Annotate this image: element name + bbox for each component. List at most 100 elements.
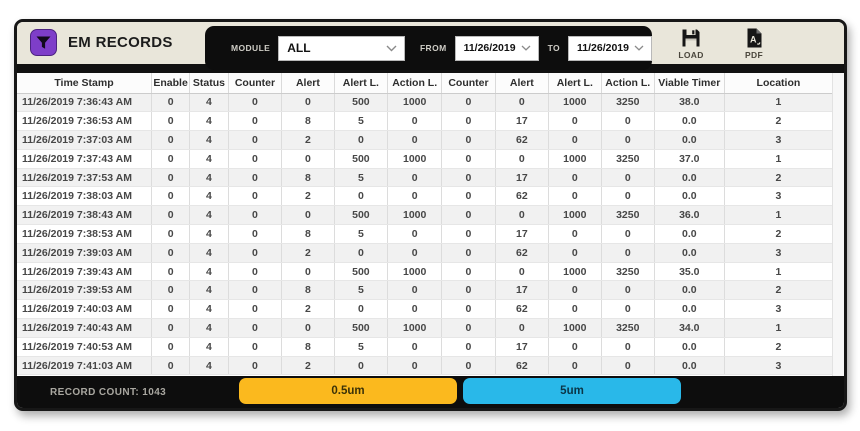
load-button-label: LOAD — [678, 50, 704, 60]
cell-value: 0 — [548, 356, 602, 376]
pdf-icon: A — [747, 28, 762, 48]
cell-value: 5 — [334, 224, 389, 244]
table-row[interactable]: 11/26/2019 7:40:53 AM 0 4 0 8 5 0 0 17 0 0 0.0 2 — [17, 337, 832, 357]
pdf-button-label: PDF — [745, 50, 763, 60]
cell-value: 2 — [724, 280, 832, 301]
cell-value: 62 — [495, 243, 549, 263]
cell-value: 0 — [441, 224, 496, 244]
cell-value: 1 — [724, 262, 832, 282]
cell-value: 0 — [548, 299, 602, 320]
cell-value: 2 — [281, 130, 335, 150]
record-count: RECORD COUNT: 1043 — [50, 386, 167, 398]
to-date-picker[interactable]: 11/26/2019 — [568, 35, 652, 61]
cell-value: 0 — [387, 337, 443, 357]
pdf-button[interactable]: A PDF — [733, 27, 775, 60]
cell-value: 38.0 — [654, 93, 725, 113]
page-title: EM RECORDS — [68, 34, 173, 51]
load-button[interactable]: LOAD — [670, 27, 712, 60]
cell-value: 17 — [495, 111, 549, 132]
cell-value: 0 — [281, 318, 335, 338]
records-table: Time Stamp Enable Status Counter Alert Alert … — [17, 73, 832, 376]
table-row[interactable]: 11/26/2019 7:38:53 AM 0 4 0 8 5 0 0 17 0 0 0.0 2 — [17, 224, 832, 244]
cell-value: 17 — [495, 168, 549, 188]
table-row[interactable]: 11/26/2019 7:36:43 AM 0 4 0 0 500 1000 0 0 1000 32… — [17, 93, 832, 113]
cell-value: 1 — [724, 149, 832, 169]
cell-value: 0 — [151, 205, 191, 226]
cell-value: 500 — [334, 93, 389, 113]
cell-value: 0 — [441, 130, 496, 150]
cell-value: 4 — [189, 356, 229, 376]
cell-value: 0 — [151, 224, 191, 244]
cell-value: 5 — [334, 337, 389, 357]
cell-value: 2 — [281, 243, 335, 263]
em-records-window: EM RECORDS MODULE ALL FROM 11/26/2019 TO… — [14, 19, 847, 411]
cell-value: 0 — [151, 318, 191, 338]
cell-value: 0 — [495, 205, 549, 226]
table-row[interactable]: 11/26/2019 7:39:43 AM 0 4 0 0 500 1000 0 0 1000 32… — [17, 262, 832, 282]
cell-value: 62 — [495, 356, 549, 376]
cell-timestamp: 11/26/2019 7:38:03 AM — [17, 186, 152, 207]
table-row[interactable]: 11/26/2019 7:40:43 AM 0 4 0 0 500 1000 0 0 1000 32… — [17, 318, 832, 338]
cell-value: 4 — [189, 224, 229, 244]
header-bar: EM RECORDS MODULE ALL FROM 11/26/2019 TO… — [17, 22, 844, 70]
table-row[interactable]: 11/26/2019 7:37:43 AM 0 4 0 0 500 1000 0 0 1000 32… — [17, 149, 832, 169]
cell-value: 2 — [281, 356, 335, 376]
cell-timestamp: 11/26/2019 7:39:53 AM — [17, 280, 152, 301]
cell-value: 0 — [441, 356, 496, 376]
table-row[interactable]: 11/26/2019 7:36:53 AM 0 4 0 8 5 0 0 17 0 0 0.0 2 — [17, 111, 832, 132]
cell-value: 0 — [151, 356, 191, 376]
cell-value: 0 — [548, 186, 602, 207]
cell-value: 0 — [228, 111, 283, 132]
cell-value: 3250 — [601, 262, 655, 282]
cell-value: 1000 — [387, 93, 443, 113]
cell-value: 0 — [441, 111, 496, 132]
cell-value: 1000 — [548, 318, 602, 338]
cell-value: 34.0 — [654, 318, 725, 338]
particle-tabs: 0.5um 5um — [239, 378, 681, 404]
module-select[interactable]: ALL — [278, 35, 405, 61]
chevron-down-icon — [634, 45, 644, 51]
chevron-down-icon — [521, 45, 531, 51]
column-header: Counter — [441, 73, 496, 94]
cell-value: 0 — [601, 243, 655, 263]
cell-value: 0 — [228, 299, 283, 320]
cell-value: 0.0 — [654, 337, 725, 357]
table-row[interactable]: 11/26/2019 7:38:43 AM 0 4 0 0 500 1000 0 0 1000 32… — [17, 205, 832, 226]
cell-value: 0.0 — [654, 111, 725, 132]
table-row[interactable]: 11/26/2019 7:37:53 AM 0 4 0 8 5 0 0 17 0 0 0.0 2 — [17, 168, 832, 188]
table-row[interactable]: 11/26/2019 7:39:53 AM 0 4 0 8 5 0 0 17 0 0 0.0 2 — [17, 280, 832, 301]
cell-value: 1 — [724, 318, 832, 338]
table-row[interactable]: 11/26/2019 7:39:03 AM 0 4 0 2 0 0 0 62 0 0 0.0 3 — [17, 243, 832, 263]
module-select-value: ALL — [287, 41, 311, 55]
cell-value: 0 — [548, 337, 602, 357]
tab-5um[interactable]: 5um — [463, 378, 681, 404]
tab-0_5um[interactable]: 0.5um — [239, 378, 457, 404]
cell-value: 1000 — [548, 205, 602, 226]
cell-value: 0 — [228, 356, 283, 376]
cell-value: 2 — [724, 111, 832, 132]
cell-value: 17 — [495, 224, 549, 244]
table-row[interactable]: 11/26/2019 7:41:03 AM 0 4 0 2 0 0 0 62 0 0 0.0 3 — [17, 356, 832, 376]
table-row[interactable]: 11/26/2019 7:40:03 AM 0 4 0 2 0 0 0 62 0 0 0.0 3 — [17, 299, 832, 320]
table-header-row: Time Stamp Enable Status Counter Alert Alert … — [17, 73, 832, 94]
cell-timestamp: 11/26/2019 7:38:53 AM — [17, 224, 152, 244]
cell-value: 4 — [189, 280, 229, 301]
cell-value: 0 — [441, 149, 496, 169]
cell-value: 0 — [548, 111, 602, 132]
cell-value: 0 — [228, 186, 283, 207]
cell-value: 0 — [228, 130, 283, 150]
table-row[interactable]: 11/26/2019 7:38:03 AM 0 4 0 2 0 0 0 62 0 0 0.0 3 — [17, 186, 832, 207]
cell-value: 4 — [189, 149, 229, 169]
cell-value: 0 — [387, 224, 443, 244]
cell-value: 0.0 — [654, 224, 725, 244]
cell-value: 0 — [601, 224, 655, 244]
cell-value: 5 — [334, 168, 389, 188]
cell-value: 0 — [495, 149, 549, 169]
cell-value: 0.0 — [654, 356, 725, 376]
vertical-scrollbar[interactable] — [832, 73, 844, 376]
table-row[interactable]: 11/26/2019 7:37:03 AM 0 4 0 2 0 0 0 62 0 0 0.0 3 — [17, 130, 832, 150]
cell-value: 0 — [228, 337, 283, 357]
from-date-picker[interactable]: 11/26/2019 — [454, 35, 539, 61]
cell-value: 0.0 — [654, 168, 725, 188]
cell-value: 0 — [601, 130, 655, 150]
